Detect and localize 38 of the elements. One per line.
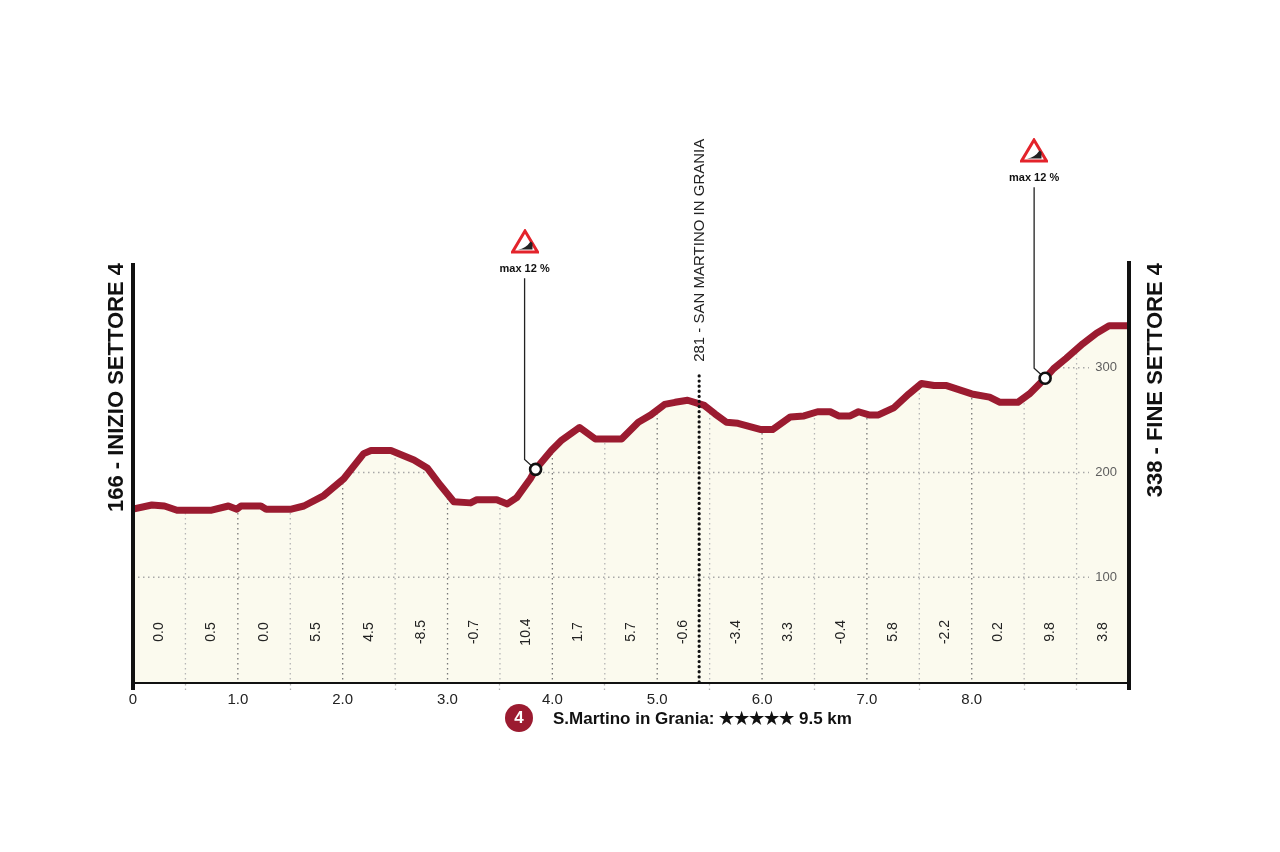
annotation: 0.2	[988, 622, 1005, 642]
y-tick-label: 300	[1095, 359, 1117, 375]
annotation: 5.5	[307, 622, 324, 642]
y-tick-label: 200	[1095, 464, 1117, 480]
annotation: 3.8	[1093, 622, 1110, 642]
x-tick-label: 8.0	[961, 690, 983, 708]
annotation: 0.0	[150, 622, 167, 642]
annotation: 0.5	[202, 622, 219, 642]
text: 338 - FINE SETTORE 4	[1142, 262, 1168, 498]
annotation: 10.4	[517, 618, 534, 646]
annotation: -0.6	[674, 619, 691, 645]
annotation: 5.7	[621, 622, 638, 642]
annotation: -2.2	[936, 619, 953, 645]
x-tick-label: 4.0	[541, 690, 563, 708]
text: S.Martino in Grania: ★★★★★ 9.5 km	[553, 707, 852, 729]
annotation: max 12 %	[499, 262, 550, 275]
annotation: 5.8	[883, 622, 900, 642]
ref-line-label: 281 - SAN MARTINO IN GRANIA	[690, 138, 708, 362]
x-tick-label: 1.0	[227, 690, 249, 708]
x-tick-label: 2.0	[332, 690, 354, 708]
annotation: 0.0	[254, 622, 271, 642]
x-tick-label: 5.0	[646, 690, 668, 708]
annotation: 9.8	[1041, 622, 1058, 642]
circle-badge: 4	[505, 704, 533, 732]
annotation: 3.3	[779, 622, 796, 642]
annotation: -8.5	[412, 619, 429, 645]
x-tick-label: 7.0	[856, 690, 878, 708]
x-tick-label: 6.0	[751, 690, 773, 708]
annotation: -0.4	[831, 619, 848, 645]
y-tick-label: 100	[1095, 568, 1117, 584]
text: 166 - INIZIO SETTORE 4	[103, 262, 129, 512]
annotation: -3.4	[726, 619, 743, 645]
annotation: -0.7	[464, 619, 481, 645]
x-tick-label: 0	[128, 690, 138, 708]
annotation: 4.5	[359, 622, 376, 642]
x-tick-label: 3.0	[437, 690, 458, 708]
annotation: 1.7	[569, 622, 586, 642]
annotation: max 12 %	[1009, 171, 1060, 184]
